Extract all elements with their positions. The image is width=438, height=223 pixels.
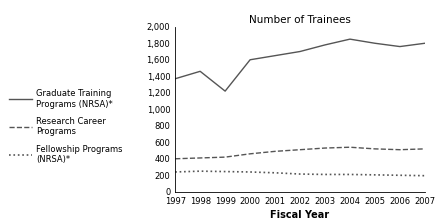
Legend: Graduate Training
Programs (NRSA)*, Research Career
Programs, Fellowship Program: Graduate Training Programs (NRSA)*, Rese…	[9, 89, 123, 164]
Title: Number of Trainees: Number of Trainees	[249, 14, 351, 25]
X-axis label: Fiscal Year: Fiscal Year	[271, 210, 329, 220]
